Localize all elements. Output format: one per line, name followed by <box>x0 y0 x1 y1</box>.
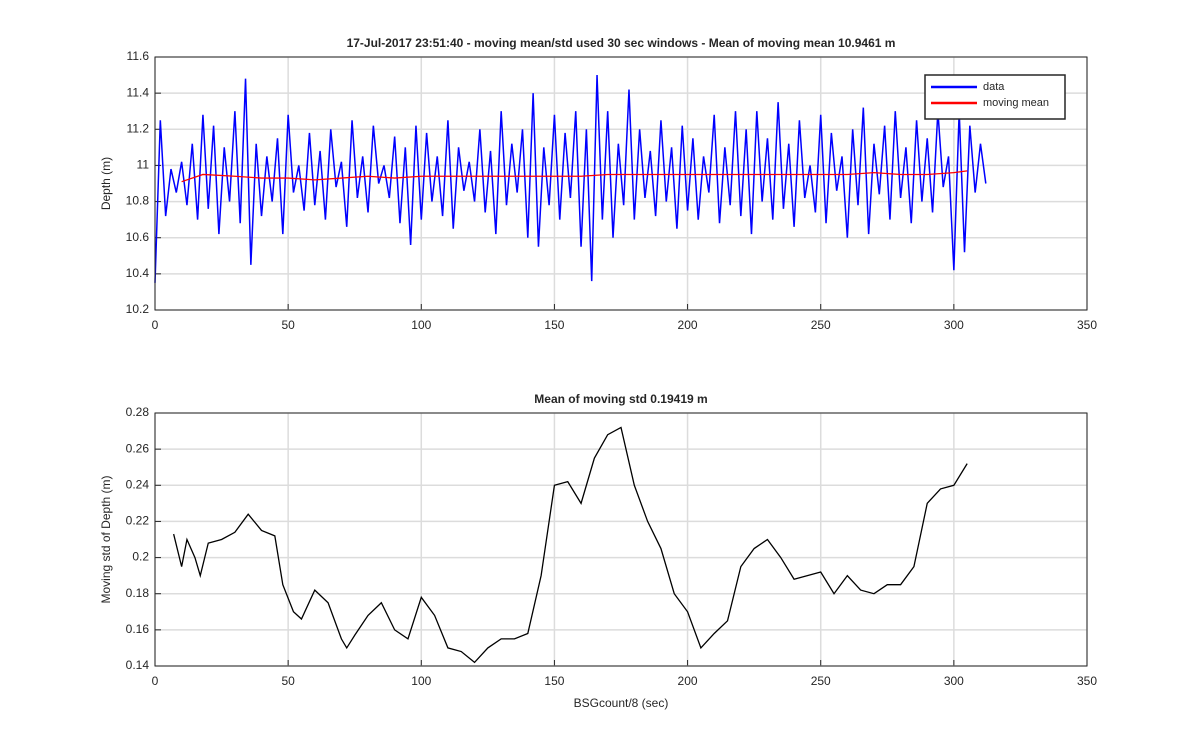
axes-box <box>154 56 1088 311</box>
y-axis-label: Depth (m) <box>99 157 113 210</box>
x-tick-label: 50 <box>281 318 295 332</box>
legend: data moving mean <box>924 74 1066 120</box>
x-tick-label: 100 <box>411 674 431 688</box>
y-tick-label: 11.2 <box>127 121 150 135</box>
y-tick-label: 10.2 <box>126 302 150 316</box>
data-line <box>181 170 968 183</box>
y-tick-label: 0.26 <box>126 441 150 455</box>
x-tick-label: 350 <box>1077 318 1097 332</box>
y-tick-label: 11.6 <box>127 49 150 63</box>
x-tick-label: 0 <box>152 318 159 332</box>
y-tick-label: 11 <box>137 158 150 172</box>
x-tick-label: 250 <box>811 674 831 688</box>
x-axis-label: BSGcount/8 (sec) <box>574 696 669 710</box>
y-tick-label: 0.16 <box>126 622 150 636</box>
y-tick-label: 10.6 <box>126 230 150 244</box>
y-tick-label: 0.22 <box>126 514 150 528</box>
y-tick-label: 0.2 <box>132 550 149 564</box>
y-tick-label: 0.24 <box>126 477 150 491</box>
x-tick-label: 150 <box>544 318 564 332</box>
x-tick-label: 100 <box>411 318 431 332</box>
y-tick-label: 0.28 <box>126 405 150 419</box>
y-axis-label: Moving std of Depth (m) <box>99 475 113 603</box>
legend-label: data <box>983 81 1005 93</box>
data-line <box>154 75 987 283</box>
x-tick-label: 350 <box>1077 674 1097 688</box>
legend-label: moving mean <box>983 97 1049 109</box>
y-tick-label: 10.4 <box>126 266 150 280</box>
x-tick-label: 200 <box>678 674 698 688</box>
plot-area <box>155 413 1087 666</box>
x-tick-label: 250 <box>811 318 831 332</box>
x-tick-label: 300 <box>944 318 964 332</box>
y-tick-label: 11.4 <box>127 85 150 99</box>
legend-box <box>924 74 1066 120</box>
x-tick-label: 300 <box>944 674 964 688</box>
chart-title: 17-Jul-2017 23:51:40 - moving mean/std u… <box>347 36 896 50</box>
y-tick-label: 0.18 <box>126 586 150 600</box>
y-tick-label: 10.8 <box>126 194 150 208</box>
axes-box <box>154 412 1088 667</box>
data-line <box>173 426 968 664</box>
x-tick-label: 0 <box>152 674 159 688</box>
x-tick-label: 50 <box>281 674 295 688</box>
x-tick-label: 150 <box>544 674 564 688</box>
x-tick-label: 200 <box>678 318 698 332</box>
y-tick-label: 0.14 <box>126 658 150 672</box>
chart-title: Mean of moving std 0.19419 m <box>534 392 707 406</box>
